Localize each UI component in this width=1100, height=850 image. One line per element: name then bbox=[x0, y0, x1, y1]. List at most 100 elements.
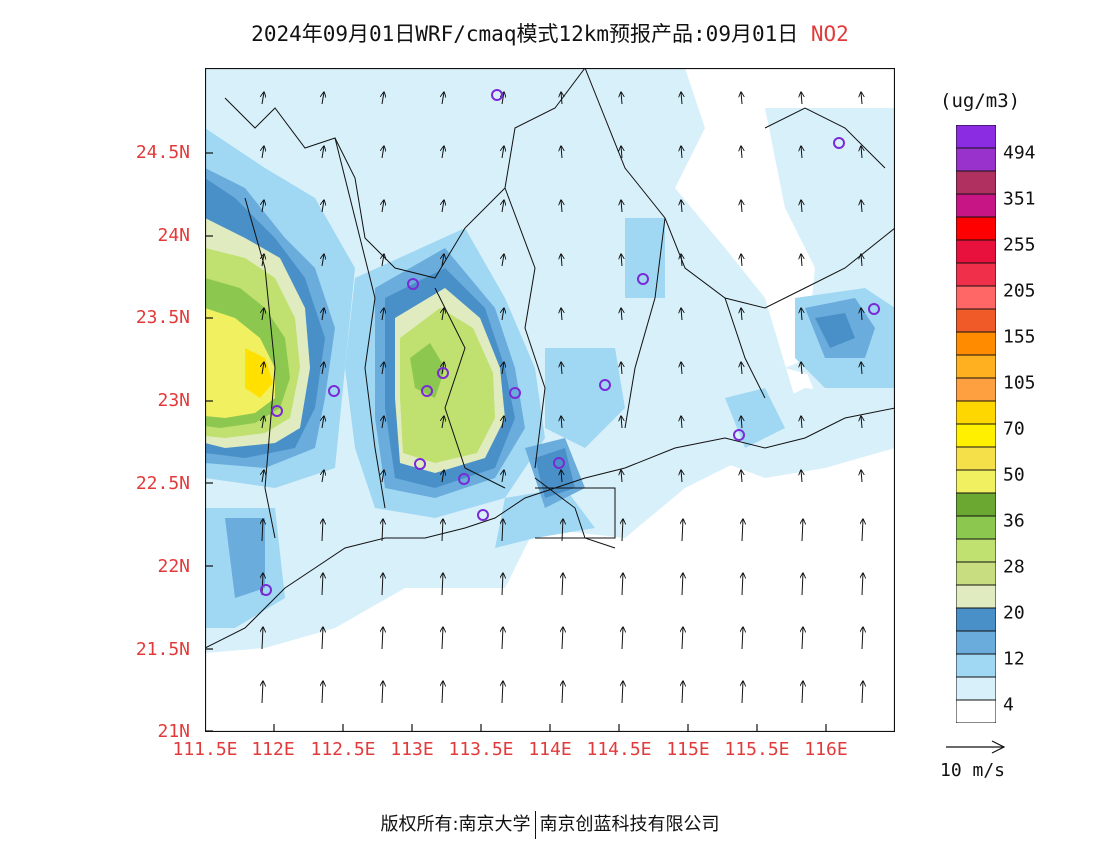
wind-vector bbox=[322, 573, 323, 596]
wind-vector bbox=[382, 573, 383, 596]
legend-color-box bbox=[956, 216, 996, 241]
wind-vector bbox=[802, 573, 803, 596]
wind-vector bbox=[682, 681, 683, 704]
wind-vector bbox=[621, 146, 622, 159]
wind-vector bbox=[382, 308, 384, 321]
wind-vector bbox=[382, 627, 383, 650]
wind-vector bbox=[502, 200, 504, 213]
legend-color-box bbox=[956, 584, 996, 609]
legend-label: 255 bbox=[1003, 234, 1036, 256]
wind-vector bbox=[681, 92, 682, 105]
legend-color-box bbox=[956, 607, 996, 632]
wind-vector bbox=[741, 416, 742, 429]
legend-unit: (ug/m3) bbox=[940, 90, 1021, 112]
footer-separator bbox=[534, 811, 536, 839]
wind-vector bbox=[262, 362, 264, 375]
wind-vector bbox=[502, 146, 504, 159]
wind-vector bbox=[442, 573, 443, 596]
x-tick-label: 113E bbox=[390, 739, 434, 760]
wind-vector bbox=[322, 362, 324, 375]
station-marker bbox=[437, 367, 449, 379]
legend-label: 36 bbox=[1003, 510, 1025, 532]
wind-vector bbox=[382, 519, 383, 542]
wind-vector bbox=[681, 362, 682, 375]
wind-vector bbox=[322, 254, 324, 267]
wind-vector bbox=[622, 681, 623, 704]
legend-label: 4 bbox=[1003, 694, 1014, 716]
legend-color-box bbox=[956, 308, 996, 333]
title-text: 2024年09月01日WRF/cmaq模式12km预报产品:09月01日 bbox=[251, 22, 811, 46]
wind-vector bbox=[682, 627, 683, 650]
chart-title: 2024年09月01日WRF/cmaq模式12km预报产品:09月01日 NO2 bbox=[0, 18, 1100, 48]
legend-label: 12 bbox=[1003, 648, 1025, 670]
wind-vector bbox=[562, 519, 563, 542]
vector-reference-arrow bbox=[946, 740, 1006, 754]
wind-vector bbox=[322, 416, 324, 429]
wind-vector bbox=[861, 416, 862, 429]
wind-vector bbox=[262, 627, 263, 650]
wind-vector bbox=[502, 573, 503, 596]
wind-vector bbox=[502, 92, 504, 105]
footer-left: 版权所有:南京大学 bbox=[380, 814, 531, 835]
wind-vector bbox=[502, 362, 504, 375]
wind-vector bbox=[802, 681, 803, 704]
wind-vector bbox=[681, 200, 682, 213]
wind-vector bbox=[681, 254, 682, 267]
legend-label: 28 bbox=[1003, 556, 1025, 578]
wind-vector bbox=[322, 200, 324, 213]
legend-label: 70 bbox=[1003, 418, 1025, 440]
wind-vector bbox=[562, 573, 563, 596]
legend-label: 205 bbox=[1003, 280, 1036, 302]
wind-vector bbox=[322, 627, 323, 650]
station-marker bbox=[271, 405, 283, 417]
legend-color-box bbox=[956, 400, 996, 425]
wind-vector bbox=[502, 254, 504, 267]
station-marker bbox=[868, 303, 880, 315]
wind-vector bbox=[262, 681, 263, 704]
x-tick-label: 114E bbox=[528, 739, 572, 760]
wind-vector bbox=[442, 308, 444, 321]
legend-color-box bbox=[956, 331, 996, 356]
wind-vector bbox=[502, 627, 503, 650]
wind-vector bbox=[562, 681, 563, 704]
station-marker bbox=[458, 473, 470, 485]
wind-vector bbox=[262, 470, 264, 483]
wind-vector bbox=[561, 200, 562, 213]
wind-vector bbox=[861, 92, 862, 105]
wind-vector bbox=[621, 308, 622, 321]
wind-vector bbox=[562, 627, 563, 650]
wind-vector bbox=[681, 470, 682, 483]
legend-label: 20 bbox=[1003, 602, 1025, 624]
wind-vector bbox=[621, 92, 622, 105]
wind-vector bbox=[322, 92, 324, 105]
wind-vector bbox=[862, 681, 863, 704]
wind-vector bbox=[621, 200, 622, 213]
wind-vector bbox=[442, 200, 444, 213]
wind-vector bbox=[382, 681, 383, 704]
y-tick-label: 21N bbox=[157, 721, 190, 742]
wind-vector bbox=[502, 681, 503, 704]
color-legend bbox=[956, 125, 996, 723]
y-tick-label: 21.5N bbox=[135, 639, 190, 660]
wind-vector bbox=[801, 470, 802, 483]
wind-vector bbox=[322, 681, 323, 704]
station-marker bbox=[491, 89, 503, 101]
wind-vector bbox=[741, 200, 742, 213]
wind-vector bbox=[681, 308, 682, 321]
wind-vector bbox=[861, 200, 862, 213]
y-tick-label: 24.5N bbox=[135, 142, 190, 163]
wind-vector bbox=[802, 519, 803, 542]
wind-vector bbox=[442, 681, 443, 704]
wind-vector bbox=[262, 416, 264, 429]
legend-color-box bbox=[956, 125, 996, 149]
wind-vector bbox=[801, 362, 802, 375]
x-tick-label: 111.5E bbox=[172, 739, 238, 760]
wind-vector bbox=[862, 627, 863, 650]
axis-ticks bbox=[205, 152, 827, 732]
wind-vector bbox=[741, 470, 742, 483]
wind-vector bbox=[622, 627, 623, 650]
wind-vector bbox=[322, 470, 324, 483]
wind-vector bbox=[561, 416, 562, 429]
wind-vector bbox=[262, 573, 263, 596]
wind-vector bbox=[742, 627, 743, 650]
